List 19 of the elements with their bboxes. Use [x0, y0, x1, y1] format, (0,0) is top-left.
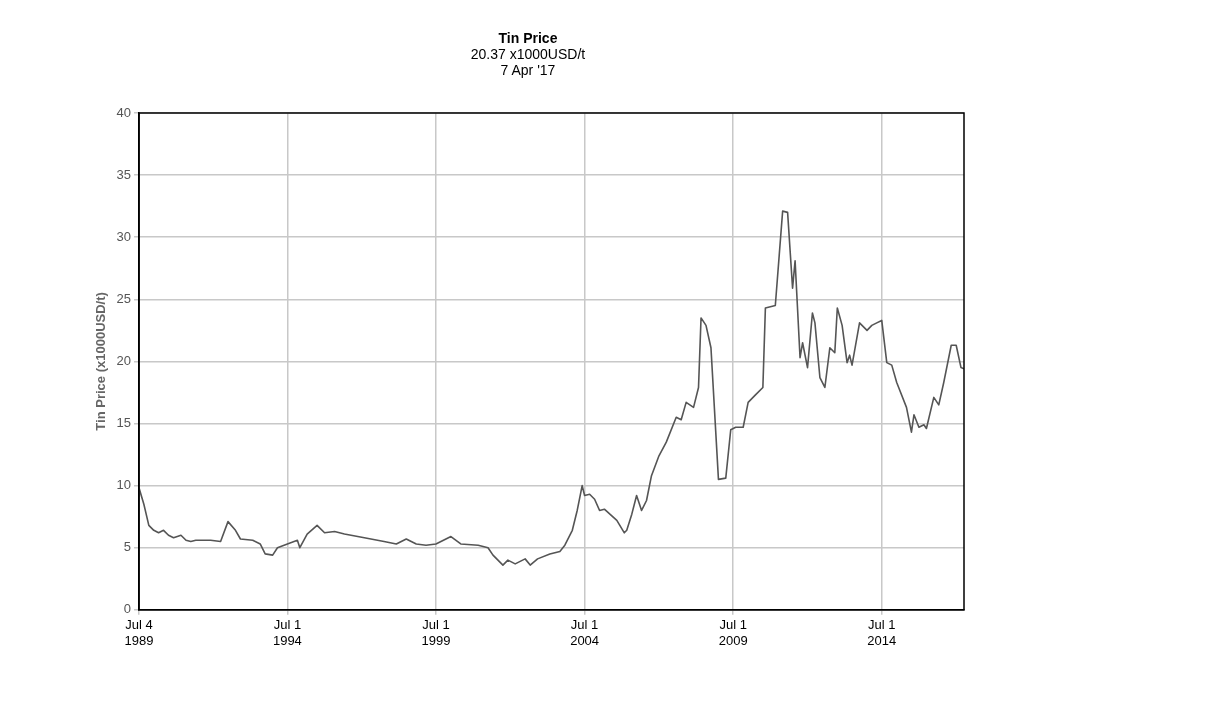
y-tick-label: 30 — [116, 228, 132, 244]
y-tick-label: 40 — [116, 104, 132, 120]
x-tick-label: Jul 1 1994 — [272, 617, 302, 648]
y-tick-label: 20 — [116, 352, 132, 368]
x-tick-label: Jul 1 2009 — [718, 617, 748, 648]
y-axis-title: Tin Price (x1000USD/t) — [93, 292, 109, 431]
y-tick-label: 5 — [123, 539, 132, 555]
chart-subtitle: 20.37 x1000USD/t — [469, 46, 587, 62]
x-tick-label: Jul 4 1989 — [124, 617, 154, 648]
chart-title: Tin Price — [497, 30, 559, 46]
y-tick-label: 0 — [123, 601, 132, 617]
y-tick-label: 35 — [116, 166, 132, 182]
y-tick-label: 15 — [116, 415, 132, 431]
x-tick-label: Jul 1 2004 — [570, 617, 600, 648]
y-tick-label: 25 — [116, 290, 132, 306]
x-tick-label: Jul 1 2014 — [867, 617, 897, 648]
x-tick-label: Jul 1 1999 — [421, 617, 451, 648]
text: 7 Apr '17 — [499, 62, 557, 78]
y-tick-label: 10 — [116, 477, 132, 493]
